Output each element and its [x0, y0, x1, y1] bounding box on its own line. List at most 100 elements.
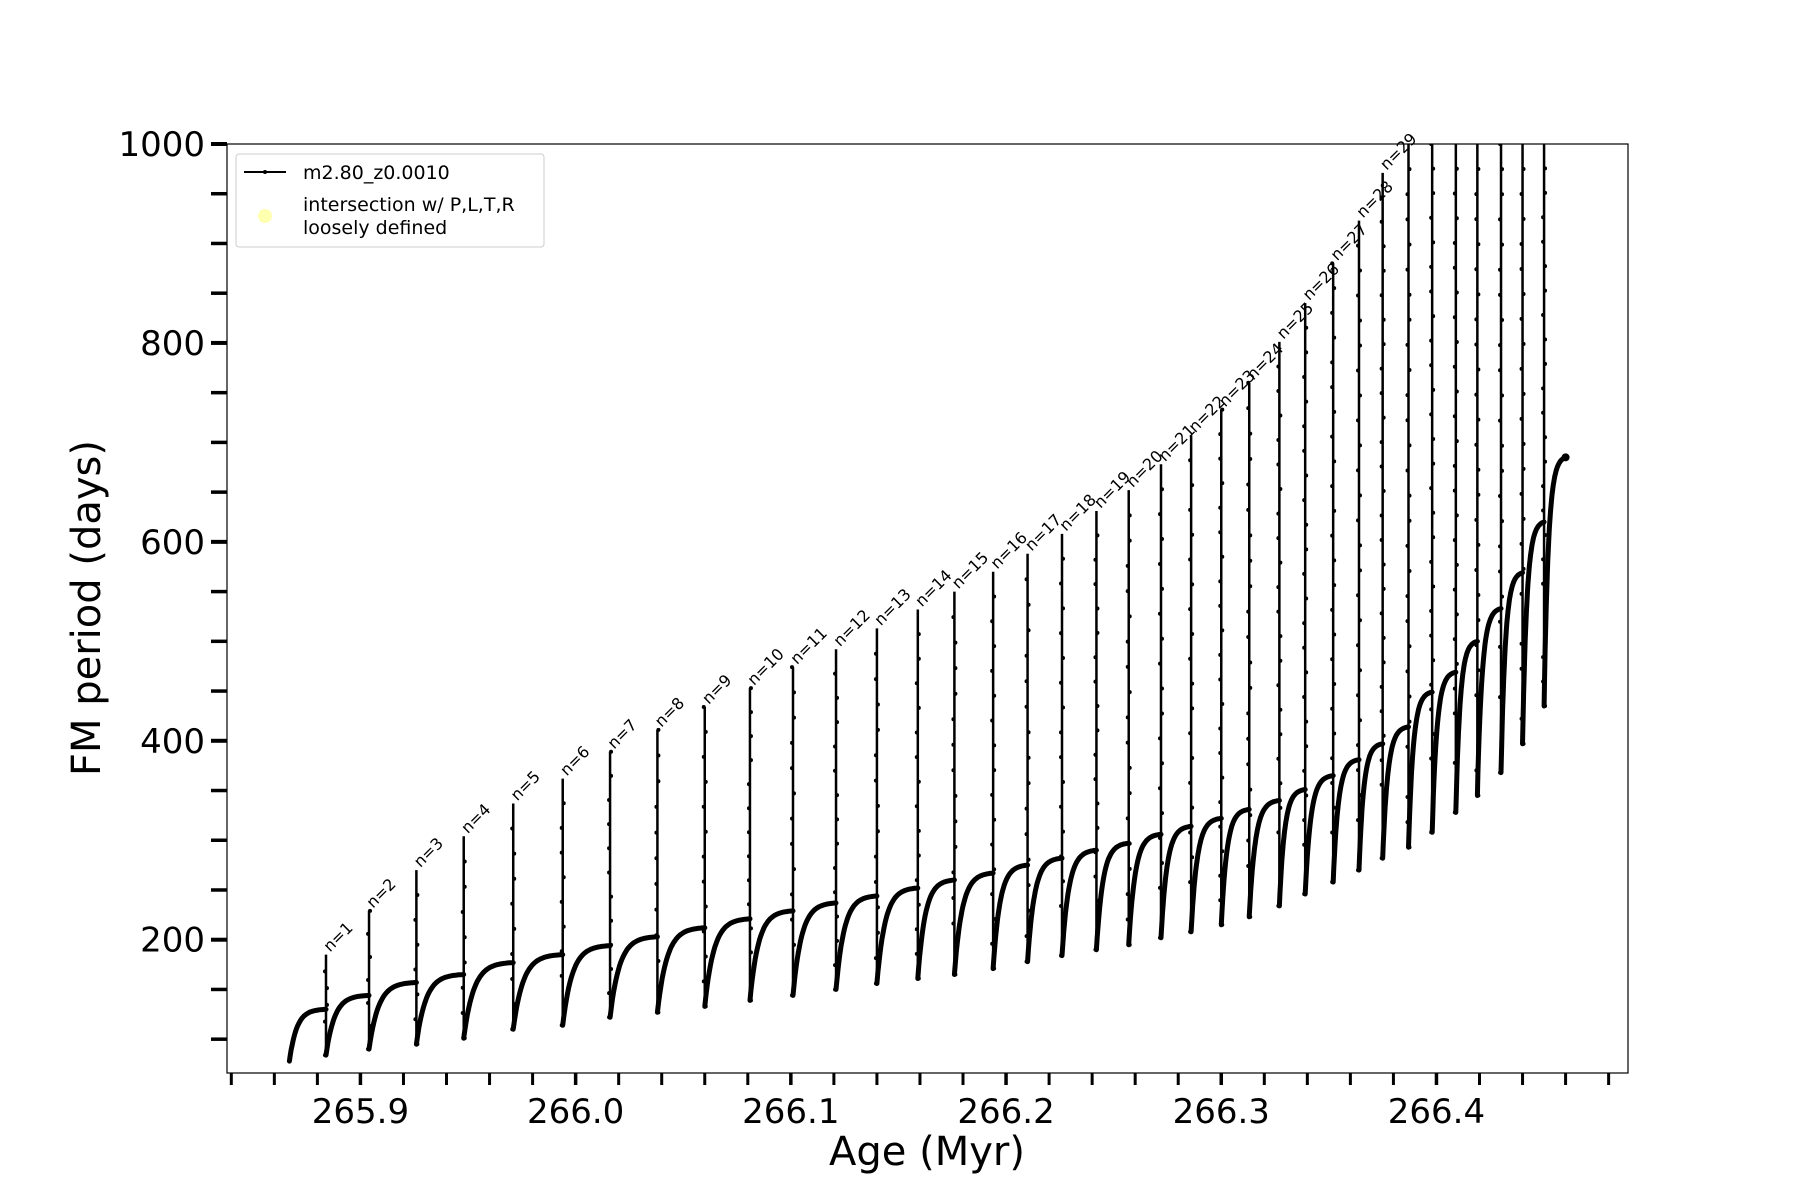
spike-point [875, 905, 880, 910]
spike-point [992, 768, 997, 773]
spike-point [1246, 762, 1251, 767]
spike-point [1407, 719, 1412, 724]
spike-point [1302, 768, 1307, 773]
spike-point [1521, 216, 1526, 221]
spike-point [609, 749, 614, 754]
spike-point [990, 718, 995, 723]
spike-point [1355, 518, 1360, 523]
spike-point [1026, 628, 1031, 633]
spike-point [746, 782, 751, 787]
spike-point [1431, 535, 1436, 540]
spike-point [1278, 634, 1283, 639]
spike-point [701, 879, 706, 884]
spike-point [873, 778, 878, 783]
spike-point [916, 705, 921, 710]
spike-point [835, 817, 840, 822]
spike-point [654, 856, 659, 861]
series-segment [1059, 847, 1099, 959]
spike-point [835, 695, 840, 700]
spike-point [1454, 661, 1459, 666]
spike-point [1452, 241, 1457, 246]
spike-point [1357, 568, 1362, 573]
series-segment [790, 900, 839, 998]
x-tick-label: 266.2 [957, 1092, 1054, 1132]
y-tick-label: 800 [140, 324, 205, 364]
spike-point [789, 816, 794, 821]
spike-point [1093, 752, 1098, 757]
spike-point [368, 954, 373, 959]
spike-point [1500, 318, 1505, 323]
series-segment [702, 916, 753, 1009]
spike-point [1158, 736, 1162, 741]
spike-point [873, 677, 878, 682]
spike-point [1190, 483, 1195, 488]
spike-point [1059, 804, 1064, 809]
spike-point [1026, 730, 1031, 735]
spike-point [1095, 825, 1100, 830]
spike-point [1405, 619, 1410, 624]
legend-label-intersection-line1: intersection w/ P,L,T,R [303, 194, 515, 216]
series-segment [1126, 831, 1164, 948]
spike-point [1246, 507, 1251, 512]
y-tick-label: 200 [140, 921, 205, 961]
spike-point [951, 870, 956, 875]
spike-point [1476, 542, 1481, 547]
spike-point [1302, 374, 1307, 379]
spike-point [875, 829, 880, 834]
spike-point [1379, 513, 1384, 518]
spike-point [789, 917, 794, 922]
spike-point [1248, 685, 1253, 690]
spike-point [1407, 644, 1412, 649]
spike-point [1452, 711, 1457, 716]
series-segment [1246, 798, 1282, 920]
x-axis-label: Age (Myr) [829, 1129, 1025, 1175]
spike-point [1500, 192, 1505, 197]
spike-point [916, 656, 921, 661]
spike-point [1498, 569, 1503, 574]
spike-point [1357, 343, 1362, 348]
spike-point [1125, 740, 1130, 745]
spike-point [914, 755, 919, 760]
spike-point [1429, 559, 1434, 564]
spike-point [1302, 448, 1307, 453]
spike-point [916, 779, 921, 784]
spike-point [1024, 806, 1029, 811]
spike-point [1407, 694, 1412, 699]
spike-point [1357, 318, 1362, 323]
spike-point [1474, 342, 1479, 347]
spike-point [609, 894, 614, 899]
spike-point [1452, 488, 1457, 493]
spike-point [1355, 593, 1360, 598]
spike-point [1061, 705, 1066, 710]
spike-point [1304, 399, 1309, 404]
spike-point [654, 881, 659, 886]
spike-point [953, 666, 958, 671]
spike-point [992, 743, 997, 748]
spike-point [951, 768, 956, 773]
spike-point [1248, 813, 1253, 818]
spike-point [1158, 561, 1162, 566]
spike-point [1093, 874, 1098, 879]
spike-point [1330, 830, 1335, 835]
spike-point [1246, 482, 1251, 487]
spike-point [415, 892, 420, 897]
legend-dot-marker [263, 170, 267, 174]
spike-point [701, 979, 706, 984]
spike-point [1276, 830, 1281, 835]
spike-point [1454, 562, 1459, 567]
spike-point [1218, 456, 1223, 461]
spike-label: n=29 [1376, 129, 1420, 173]
spike-point [1405, 669, 1410, 674]
spike-point [1519, 191, 1524, 196]
spike-point [1381, 342, 1386, 347]
spike-point [607, 870, 612, 875]
spike-point [1190, 706, 1195, 711]
spike-point [1474, 392, 1479, 397]
spike-point [1429, 633, 1434, 638]
spike-point [1355, 368, 1360, 373]
spike-point [1093, 582, 1098, 587]
legend-label-intersection-line2: loosely defined [303, 217, 447, 239]
spike-point [1429, 682, 1434, 687]
spike-point [1246, 380, 1251, 385]
spike-point [1220, 481, 1225, 486]
